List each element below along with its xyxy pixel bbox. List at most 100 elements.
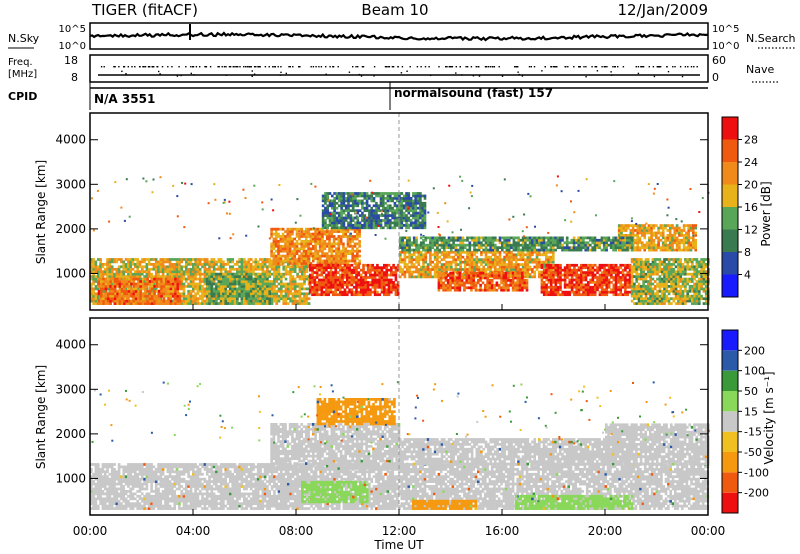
nave-dot	[332, 66, 334, 68]
freq-dot	[517, 71, 519, 73]
power-cell	[182, 285, 186, 288]
power-cell	[519, 268, 523, 271]
power-cell	[447, 255, 451, 259]
nave-dot	[604, 66, 607, 68]
power-cell	[158, 289, 161, 293]
power-cell	[107, 294, 110, 298]
power-cell	[614, 273, 618, 277]
power-cell	[449, 288, 452, 292]
power-cell	[328, 244, 331, 248]
power-cell	[137, 277, 140, 281]
power-cell	[318, 254, 322, 258]
power-cell	[359, 273, 363, 277]
power-cell	[419, 258, 423, 262]
power-cell	[240, 302, 244, 305]
power-cell	[240, 287, 244, 291]
nave-dot	[445, 66, 447, 68]
power-cell	[300, 285, 304, 288]
power-cell	[489, 265, 493, 269]
power-cell	[359, 288, 363, 292]
power-cell	[300, 240, 304, 243]
power-cell	[328, 259, 331, 263]
power-cell	[212, 270, 216, 274]
power-cell	[556, 293, 560, 297]
nave-dot	[144, 66, 147, 68]
power-cell	[233, 287, 237, 291]
power-cell	[102, 302, 106, 305]
power-cell	[300, 247, 304, 251]
power-cell	[312, 257, 315, 260]
power-cell	[390, 281, 393, 284]
power-cell	[542, 253, 546, 257]
power-cell	[691, 285, 694, 288]
power-cell	[600, 276, 604, 279]
power-cell	[624, 293, 627, 297]
power-cell	[174, 299, 177, 303]
power-cell	[451, 279, 455, 282]
power-cell	[151, 280, 154, 283]
power-cell	[605, 285, 609, 289]
power-cell	[203, 277, 207, 281]
power-cell	[422, 258, 425, 262]
power-cell	[607, 290, 611, 294]
power-cell	[97, 275, 100, 278]
power-cell	[147, 272, 151, 276]
nave-dot	[591, 66, 593, 68]
power-cell	[127, 275, 130, 278]
power-cell	[535, 250, 539, 254]
power-cell	[158, 302, 161, 305]
power-cell	[300, 302, 304, 305]
power-cell	[665, 263, 669, 266]
power-cell	[330, 252, 334, 256]
power-cell	[454, 270, 458, 274]
power-cell	[357, 283, 361, 287]
power-cell	[201, 302, 204, 305]
power-cell	[146, 299, 150, 303]
power-cell	[305, 244, 308, 248]
power-cell	[559, 281, 562, 284]
power-cell	[289, 299, 292, 303]
power-cell	[272, 252, 276, 256]
power-cell	[187, 270, 190, 274]
power-cell	[561, 290, 565, 294]
power-cell	[169, 280, 173, 283]
power-cell	[99, 270, 102, 274]
power-cell	[633, 267, 636, 271]
freq-dot	[585, 75, 587, 78]
power-cell	[174, 294, 177, 298]
power-cell	[580, 281, 583, 284]
power-cell	[535, 260, 539, 264]
power-cell	[125, 299, 129, 303]
power-cell	[633, 292, 636, 296]
power-cell	[97, 267, 100, 271]
power-cell	[101, 270, 105, 274]
power-cell	[210, 258, 214, 261]
power-cell	[517, 263, 520, 266]
power-cell	[318, 285, 321, 289]
power-cell	[651, 282, 655, 286]
power-cell	[127, 287, 131, 291]
power-cell	[514, 265, 518, 269]
power-cell	[626, 293, 630, 297]
power-cell	[245, 299, 248, 303]
power-cell	[131, 263, 135, 266]
power-cell	[674, 287, 678, 291]
power-cell	[240, 265, 244, 269]
power-cell	[507, 274, 510, 277]
power-cell	[300, 292, 304, 296]
power-cell	[353, 244, 357, 248]
power-cell	[124, 267, 128, 271]
power-cell	[321, 249, 324, 253]
power-cell	[127, 299, 131, 303]
nave-dot	[221, 66, 223, 68]
power-cell	[322, 285, 326, 289]
power-cell	[308, 266, 312, 270]
power-cell	[640, 285, 643, 288]
power-cell	[463, 263, 467, 266]
power-cell	[327, 271, 331, 274]
power-cell	[503, 260, 506, 264]
power-cell	[674, 285, 678, 288]
power-cell	[341, 293, 344, 297]
power-cell	[289, 275, 292, 278]
power-cell	[129, 260, 133, 264]
